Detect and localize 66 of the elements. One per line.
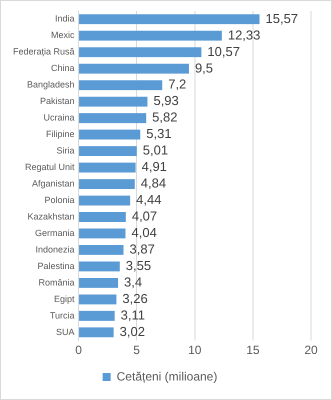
bar: [79, 47, 202, 58]
x-tick-label: 5: [133, 343, 140, 358]
data-label: 4,91: [142, 159, 167, 174]
data-label: 4,44: [136, 192, 162, 208]
data-label: 5,93: [153, 93, 179, 108]
y-tick-label: Afganistan: [32, 178, 75, 189]
data-label: 5,01: [142, 142, 168, 158]
data-label: 9,5: [194, 60, 214, 76]
bar: [79, 310, 115, 321]
data-label: 3,11: [120, 307, 146, 322]
x-tick-label: 0: [75, 343, 82, 358]
bar: [79, 96, 148, 107]
y-tick-label: Turcia: [50, 310, 75, 320]
y-tick-label: Kazakhstan: [28, 211, 75, 222]
data-label: 3,87: [130, 242, 155, 257]
data-label: 10,57: [207, 44, 240, 59]
bar: [79, 212, 126, 222]
bar: [79, 14, 260, 24]
x-tick-label: 20: [304, 343, 318, 358]
y-tick-label: Bangladesh: [26, 80, 75, 90]
bar: [79, 228, 126, 238]
bar: [79, 80, 162, 90]
bar: [79, 278, 118, 288]
y-tick-label: SUA: [56, 326, 75, 337]
y-tick-label: China: [51, 63, 75, 74]
data-label: 3,26: [122, 290, 148, 306]
data-label: 4,84: [140, 176, 166, 191]
bar: [79, 196, 130, 206]
data-label: 15,57: [266, 10, 298, 26]
y-tick-label: Polonia: [44, 195, 75, 206]
data-label: 4,04: [131, 225, 157, 240]
y-tick-label: Regatul Unit: [25, 162, 76, 172]
data-label: 7,2: [168, 76, 186, 92]
y-tick-label: Filipine: [46, 129, 75, 140]
bar: [79, 245, 124, 255]
bar: [79, 113, 146, 124]
bar: [79, 179, 135, 189]
bar: [79, 261, 120, 272]
bar: [79, 327, 114, 338]
y-tick-label: Pakistan: [40, 96, 75, 106]
bar: [79, 30, 222, 41]
y-tick-label: Ucraina: [44, 112, 75, 123]
bar: [79, 130, 140, 140]
data-label: 4,07: [132, 208, 158, 224]
y-tick-label: Mexic: [51, 30, 76, 40]
data-label: 5,31: [146, 126, 172, 142]
y-tick-label: Federația Rusă: [12, 46, 75, 57]
x-tick-label: 10: [188, 343, 202, 358]
bar: [79, 146, 137, 156]
bar: [79, 64, 189, 74]
y-tick-label: Indonezia: [35, 244, 75, 254]
y-tick-label: India: [55, 14, 75, 24]
data-label: 12,33: [228, 27, 260, 42]
data-label: 5,82: [152, 110, 178, 125]
bar: [79, 162, 136, 173]
x-tick-label: 15: [246, 343, 260, 358]
y-tick-label: România: [38, 277, 75, 288]
y-tick-label: Siria: [56, 146, 75, 156]
data-label: 3,55: [126, 258, 152, 274]
legend-label: Cetățeni (milioane): [116, 369, 218, 384]
y-tick-label: Palestina: [38, 260, 75, 271]
bar: [79, 294, 116, 304]
y-tick-label: Egipt: [54, 294, 76, 304]
y-tick-label: Germania: [35, 228, 75, 238]
data-label: 3,02: [120, 324, 145, 339]
data-label: 3,4: [124, 274, 142, 290]
